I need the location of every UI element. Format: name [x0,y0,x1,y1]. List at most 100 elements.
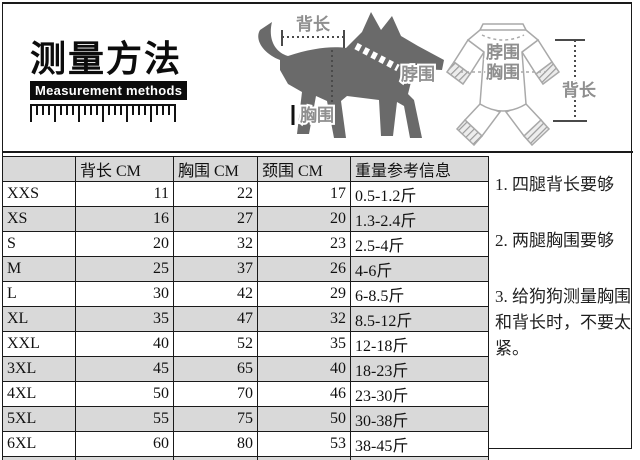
notes-panel: 1. 四腿背长要够 2. 两腿胸围要够 3. 给狗狗测量胸围和背长时，不要太紧。 [495,172,631,362]
table-row: XL 35 47 32 8.5-12斤 [2,306,489,332]
value-cell: 25 [75,256,174,282]
dog-diagram: 背长 胸围 脖围 [258,12,444,138]
value-cell: 12-18斤 [350,331,489,357]
dog-neck-label: 脖围 [401,64,435,84]
table-row: 6XL 60 80 53 38-45斤 [2,431,489,457]
value-cell: 65 [75,456,174,460]
table-row: XXL 40 52 35 12-18斤 [2,331,489,357]
size-cell: XS [2,206,76,232]
value-cell: 60 [75,431,174,457]
dog-chest-label: 胸围 [300,105,334,125]
value-cell: 70 [173,381,258,407]
value-cell: 11 [75,181,174,207]
value-cell: 45-55斤 [350,456,489,460]
value-cell: 32 [257,306,351,332]
value-cell: 75 [173,406,258,432]
table-row: XXS 11 22 17 0.5-1.2斤 [2,181,489,207]
value-cell: 23-30斤 [350,381,489,407]
section-divider [2,151,633,153]
size-cell: 7XL [2,456,76,460]
value-cell: 30-38斤 [350,406,489,432]
value-cell: 4-6斤 [350,256,489,282]
value-cell: 47 [173,306,258,332]
value-cell: 80 [173,431,258,457]
value-cell: 17 [257,181,351,207]
table-row: M 25 37 26 4-6斤 [2,256,489,282]
clothes-outline [446,23,561,146]
value-cell: 29 [257,281,351,307]
column-header: 重量参考信息 [350,156,489,182]
note-item: 2. 两腿胸围要够 [495,231,614,250]
table-header-row: 背长 CM 胸围 CM 颈围 CM 重量参考信息 [2,156,489,182]
clothes-neck-label: 脖围 [486,42,520,62]
size-cell: L [2,281,76,307]
page-title: 测量方法 [30,38,183,79]
table-row: 3XL 45 65 40 18-23斤 [2,356,489,382]
table-row: 4XL 50 70 46 23-30斤 [2,381,489,407]
dog-back-length-label: 背长 [296,14,331,34]
column-header: 颈围 CM [257,156,351,182]
value-cell: 35 [75,306,174,332]
value-cell: 55 [75,406,174,432]
value-cell: 50 [257,406,351,432]
value-cell: 23 [257,231,351,257]
size-table: 背长 CM 胸围 CM 颈围 CM 重量参考信息 XXS 11 22 17 0.5-1.2斤 X… [2,156,489,460]
size-cell: XXL [2,331,76,357]
clothes-diagram: 脖围 胸围 背长 [446,23,599,146]
ruler-graphic [30,103,176,122]
value-cell: 32 [173,231,258,257]
title-block: 测量方法 Measurement methods [30,40,190,122]
value-cell: 8.5-12斤 [350,306,489,332]
value-cell: 18-23斤 [350,356,489,382]
value-cell: 55 [257,456,351,460]
value-cell: 50 [75,381,174,407]
note-item: 1. 四腿背长要够 [495,175,614,194]
value-cell: 53 [257,431,351,457]
size-cell: M [2,256,76,282]
table-row: XS 16 27 20 1.3-2.4斤 [2,206,489,232]
size-cell: S [2,231,76,257]
value-cell: 65 [173,356,258,382]
value-cell: 27 [173,206,258,232]
value-cell: 40 [75,331,174,357]
dog-silhouette [258,12,444,138]
table-row: 5XL 55 75 50 30-38斤 [2,406,489,432]
size-cell: XXS [2,181,76,207]
size-cell: XL [2,306,76,332]
table-row: S 20 32 23 2.5-4斤 [2,231,489,257]
size-cell: 3XL [2,356,76,382]
value-cell: 26 [257,256,351,282]
clothes-back-label: 背长 [562,80,597,100]
column-header: 胸围 CM [173,156,258,182]
column-header: 背长 CM [75,156,174,182]
value-cell: 40 [257,356,351,382]
value-cell: 37 [173,256,258,282]
value-cell: 35 [257,331,351,357]
value-cell: 42 [173,281,258,307]
value-cell: 1.3-2.4斤 [350,206,489,232]
value-cell: 20 [257,206,351,232]
value-cell: 6-8.5斤 [350,281,489,307]
column-header [2,156,76,182]
note-item: 3. 给狗狗测量胸围和背长时，不要太紧。 [495,287,631,358]
value-cell: 0.5-1.2斤 [350,181,489,207]
collar-line [354,42,400,72]
size-cell: 4XL [2,381,76,407]
size-cell: 6XL [2,431,76,457]
value-cell: 46 [257,381,351,407]
value-cell: 16 [75,206,174,232]
value-cell: 22 [173,181,258,207]
value-cell: 85 [173,456,258,460]
value-cell: 2.5-4斤 [350,231,489,257]
table-row: 7XL65855545-55斤 [2,456,489,460]
clothes-chest-label: 胸围 [486,62,520,82]
value-cell: 20 [75,231,174,257]
value-cell: 45 [75,356,174,382]
page-subtitle: Measurement methods [30,80,188,100]
size-cell: 5XL [2,406,76,432]
value-cell: 52 [173,331,258,357]
value-cell: 30 [75,281,174,307]
value-cell: 38-45斤 [350,431,489,457]
table-row: L 30 42 29 6-8.5斤 [2,281,489,307]
